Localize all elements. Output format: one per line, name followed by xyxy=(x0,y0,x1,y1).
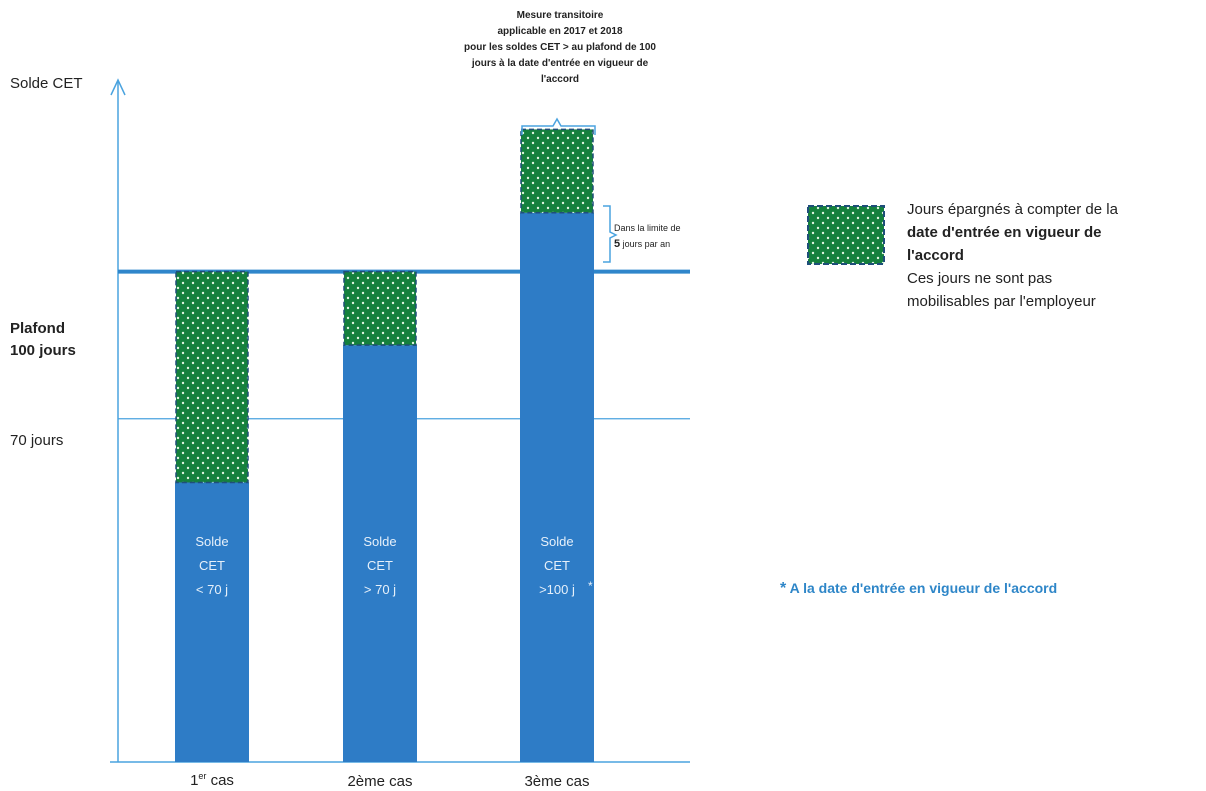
category-label-1: 1er cas xyxy=(190,771,234,789)
y-axis-label: Solde CET xyxy=(10,75,83,92)
plafond-label: Plafond 100 jours xyxy=(10,318,76,362)
transitional-note-line: jours à la date d'entrée en vigueur de xyxy=(471,58,649,69)
limit-note-number: 5 xyxy=(614,238,621,250)
bar-label-1-line-2: CET xyxy=(199,558,225,573)
bar-saved-days-1 xyxy=(175,270,249,484)
bar-saved-days-3 xyxy=(520,128,594,214)
bar-label-2-line-3: > 70 j xyxy=(364,582,396,597)
limit-note-rest: jours par an xyxy=(620,239,671,249)
limit-note-line1: Dans la limite de xyxy=(614,223,681,233)
bar-label-3-line-1: Solde xyxy=(540,534,573,549)
bar-solde-cet-3 xyxy=(520,212,594,763)
transitional-note-line: applicable en 2017 et 2018 xyxy=(497,26,623,37)
seventy-days-label: 70 jours xyxy=(10,432,64,449)
plafond-label-line1: Plafond xyxy=(10,320,65,337)
plafond-label-line2: 100 jours xyxy=(10,342,76,359)
bar-label-3-star: * xyxy=(588,579,593,593)
bar-label-3-line-3: >100 j xyxy=(539,582,575,597)
legend-line2: date d'entrée en vigueur de xyxy=(907,224,1102,241)
transitional-note-line: pour les soldes CET > au plafond de 100 xyxy=(464,42,656,53)
footnote-star: * xyxy=(780,580,787,597)
bar-label-2-line-1: Solde xyxy=(363,534,396,549)
legend: Jours épargnés à compter de la date d'en… xyxy=(907,198,1206,313)
bar-solde-cet-2 xyxy=(343,345,417,762)
transitional-measure-note: Mesure transitoire applicable en 2017 et… xyxy=(405,8,715,88)
legend-swatch xyxy=(807,205,885,265)
bar-solde-cet-1 xyxy=(175,482,249,762)
limit-note: Dans la limite de 5 jours par an xyxy=(614,220,681,252)
footnote: * A la date d'entrée en vigueur de l'acc… xyxy=(780,580,1057,598)
category-label-2: 2ème cas xyxy=(347,773,412,790)
transitional-measure-brace xyxy=(521,117,596,135)
bar-saved-days-2 xyxy=(343,270,417,346)
bar-label-3-line-2: CET xyxy=(544,558,570,573)
y-axis-arrow-icon xyxy=(110,78,126,96)
bar-label-2-line-2: CET xyxy=(367,558,393,573)
transitional-note-line: Mesure transitoire xyxy=(516,10,604,21)
category-label-3: 3ème cas xyxy=(524,773,589,790)
legend-line4: Ces jours ne sont pas xyxy=(907,270,1053,287)
legend-line5: mobilisables par l'employeur xyxy=(907,293,1096,310)
limit-brace xyxy=(603,205,618,263)
limit-note-line2: 5 jours par an xyxy=(614,236,681,252)
footnote-text: A la date d'entrée en vigueur de l'accor… xyxy=(786,580,1058,596)
bar-label-1-line-1: Solde xyxy=(195,534,228,549)
legend-line1: Jours épargnés à compter de la xyxy=(907,201,1118,218)
transitional-note-line: l'accord xyxy=(541,74,579,85)
bar-label-1-line-3: < 70 j xyxy=(196,582,228,597)
legend-line3: l'accord xyxy=(907,247,964,264)
